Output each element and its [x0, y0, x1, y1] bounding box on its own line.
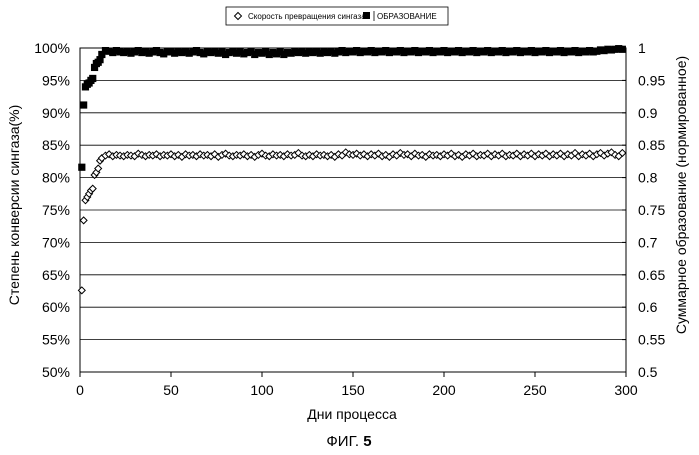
- y-left-tick-label: 85%: [42, 137, 70, 153]
- y-right-tick-label: 0.9: [638, 105, 658, 121]
- y-left-tick-label: 70%: [42, 234, 70, 250]
- x-tick-label: 200: [432, 382, 456, 398]
- x-tick-label: 300: [614, 382, 638, 398]
- formation-point: [78, 164, 85, 171]
- figure-label-number: 5: [363, 433, 371, 450]
- y-left-tick-label: 60%: [42, 299, 70, 315]
- y-left-tick-label: 100%: [34, 40, 70, 56]
- x-tick-label: 50: [163, 382, 179, 398]
- y-left-tick-label: 90%: [42, 105, 70, 121]
- figure-label-text: ФИГ.: [326, 433, 359, 450]
- y-right-tick-label: 0.95: [638, 72, 665, 88]
- y-axis-right-ticks: 0.5 0.55 0.6 0.65 0.7 0.75 0.8 0.85 0.9 0.95 1: [622, 40, 665, 380]
- conversion-point: [80, 217, 87, 224]
- formation-point: [619, 46, 626, 53]
- y-right-tick-label: 0.6: [638, 299, 658, 315]
- legend-label-formation: ОБРАЗОВАНИЕ: [377, 12, 437, 21]
- y-axis-right-title: Суммарное образование (нормированное): [673, 56, 689, 334]
- legend: Скорость превращения сингаза ОБРАЗОВАНИЕ: [226, 7, 448, 25]
- y-right-tick-label: 0.65: [638, 267, 665, 283]
- y-left-tick-label: 50%: [42, 364, 70, 380]
- x-tick-label: 150: [341, 382, 365, 398]
- y-axis-left-ticks: 50% 55% 60% 65% 70% 75% 80% 85% 90% 95% 100%: [34, 40, 70, 380]
- conversion-point: [78, 287, 85, 294]
- y-right-tick-label: 0.5: [638, 364, 658, 380]
- y-left-tick-label: 75%: [42, 202, 70, 218]
- y-right-tick-label: 0.8: [638, 170, 658, 186]
- formation-point: [80, 101, 87, 108]
- legend-label-conversion: Скорость превращения сингаза: [248, 12, 366, 21]
- y-right-tick-label: 0.55: [638, 332, 665, 348]
- x-tick-label: 250: [523, 382, 547, 398]
- x-axis-title: Дни процесса: [307, 406, 397, 422]
- figure-label: ФИГ. 5: [326, 433, 371, 450]
- y-left-tick-label: 95%: [42, 72, 70, 88]
- series-conversion: [78, 149, 625, 294]
- y-right-tick-label: 0.7: [638, 234, 658, 250]
- x-tick-label: 100: [250, 382, 274, 398]
- formation-point: [89, 75, 96, 82]
- y-left-tick-label: 65%: [42, 267, 70, 283]
- y-left-tick-label: 80%: [42, 170, 70, 186]
- x-tick-label: 0: [76, 382, 84, 398]
- y-left-tick-label: 55%: [42, 332, 70, 348]
- legend-square-icon: [363, 12, 370, 19]
- y-axis-left-title: Степень конверсии сингаза(%): [6, 105, 22, 306]
- x-axis-ticks: 0 50 100 150 200 250 300: [76, 372, 638, 398]
- y-right-tick-label: 0.85: [638, 137, 665, 153]
- y-right-tick-label: 0.75: [638, 202, 665, 218]
- y-right-tick-label: 1: [638, 40, 646, 56]
- gridlines: [80, 48, 626, 372]
